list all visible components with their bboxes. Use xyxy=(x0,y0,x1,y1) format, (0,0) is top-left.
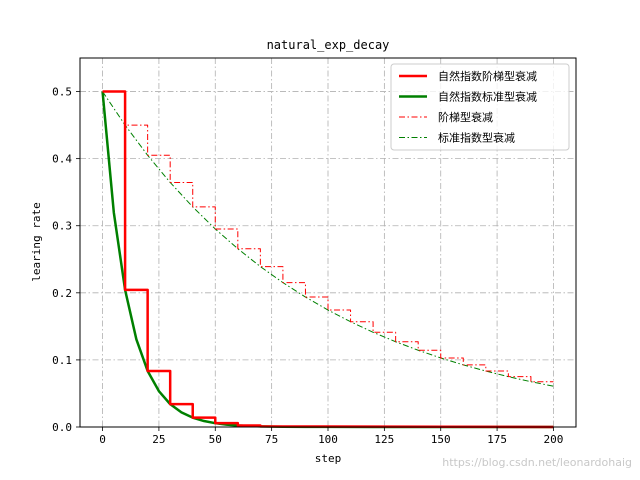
series-line-3 xyxy=(102,91,554,387)
y-axis-ticks: 0.0 0.1 0.2 0.3 0.4 0.5 xyxy=(52,86,80,434)
x-tick-label: 175 xyxy=(487,433,507,446)
x-tick-label: 125 xyxy=(374,433,394,446)
x-axis-ticks: 0 25 50 75 100 125 150 175 200 xyxy=(99,427,563,446)
y-tick-label: 0.2 xyxy=(52,287,72,300)
series-line-0 xyxy=(102,90,554,429)
x-tick-label: 200 xyxy=(544,433,564,446)
x-tick-label: 0 xyxy=(99,433,106,446)
y-axis-title: learing rate xyxy=(30,202,43,281)
legend-label: 自然指数标准型衰减 xyxy=(438,90,537,104)
x-tick-label: 75 xyxy=(265,433,278,446)
x-tick-label: 150 xyxy=(431,433,451,446)
y-tick-label: 0.4 xyxy=(52,153,72,166)
y-tick-label: 0.1 xyxy=(52,354,72,367)
legend-label: 标准指数型衰减 xyxy=(438,131,515,145)
watermark: https://blog.csdn.net/leonardohaig xyxy=(442,456,632,469)
chart-title: natural_exp_decay xyxy=(267,38,390,52)
x-tick-label: 25 xyxy=(152,433,165,446)
x-tick-label: 100 xyxy=(318,433,338,446)
y-tick-label: 0.5 xyxy=(52,86,72,99)
legend-box xyxy=(390,63,570,151)
legend-label: 阶梯型衰减 xyxy=(438,110,493,124)
y-tick-label: 0.0 xyxy=(52,421,72,434)
x-axis-title: step xyxy=(315,452,342,465)
y-tick-label: 0.3 xyxy=(52,220,72,233)
x-tick-label: 50 xyxy=(209,433,222,446)
legend-label: 自然指数阶梯型衰减 xyxy=(438,69,537,83)
